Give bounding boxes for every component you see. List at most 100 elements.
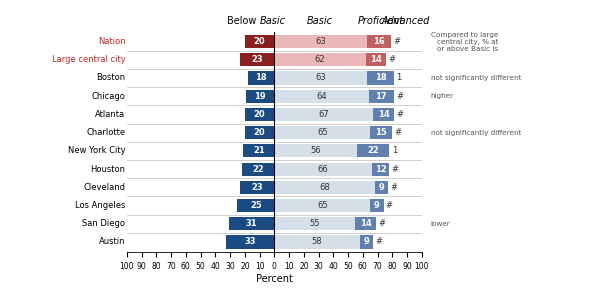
Bar xyxy=(229,217,274,230)
Text: New York City: New York City xyxy=(68,146,125,155)
Bar xyxy=(373,108,394,121)
Text: 23: 23 xyxy=(251,55,263,64)
Text: Los Angeles: Los Angeles xyxy=(75,201,125,210)
Text: 14: 14 xyxy=(360,219,372,228)
Text: 16: 16 xyxy=(373,37,385,46)
Text: 55: 55 xyxy=(310,219,320,228)
Text: 21: 21 xyxy=(253,146,265,155)
Bar xyxy=(372,163,389,176)
Bar xyxy=(274,53,366,66)
Bar xyxy=(248,71,274,85)
Bar xyxy=(274,108,373,121)
Text: Compared to large
central city, % at
or above Basic is: Compared to large central city, % at or … xyxy=(431,32,498,52)
Text: 22: 22 xyxy=(368,146,379,155)
Text: 12: 12 xyxy=(375,165,386,174)
Text: 66: 66 xyxy=(317,165,329,174)
Bar xyxy=(360,236,373,248)
X-axis label: Percent: Percent xyxy=(256,274,293,284)
Text: not significantly different: not significantly different xyxy=(431,75,521,81)
Bar xyxy=(274,236,360,248)
Text: 1: 1 xyxy=(392,146,397,155)
Bar xyxy=(241,53,274,66)
Bar xyxy=(357,144,389,158)
Text: 62: 62 xyxy=(314,55,326,64)
Text: 25: 25 xyxy=(250,201,262,210)
Text: 18: 18 xyxy=(255,74,267,82)
Text: #: # xyxy=(389,55,396,64)
Bar xyxy=(245,126,274,139)
Bar xyxy=(274,144,357,158)
Bar xyxy=(245,108,274,121)
Text: 31: 31 xyxy=(245,219,257,228)
Text: 9: 9 xyxy=(374,201,380,210)
Text: Cleveland: Cleveland xyxy=(83,183,125,192)
Bar xyxy=(237,199,274,212)
Text: #: # xyxy=(396,110,403,119)
Text: #: # xyxy=(386,201,393,210)
Text: Austin: Austin xyxy=(99,238,125,247)
Text: #: # xyxy=(393,37,400,46)
Text: 56: 56 xyxy=(310,146,321,155)
Text: Large central city: Large central city xyxy=(52,55,125,64)
Text: Proficient: Proficient xyxy=(358,16,404,26)
Text: Advanced: Advanced xyxy=(382,16,430,26)
Text: Chicago: Chicago xyxy=(91,92,125,101)
Text: 15: 15 xyxy=(375,128,387,137)
Text: Below: Below xyxy=(227,16,260,26)
Bar xyxy=(375,181,388,194)
Text: San Diego: San Diego xyxy=(83,219,125,228)
Text: 20: 20 xyxy=(254,128,266,137)
Bar xyxy=(274,90,369,103)
Bar xyxy=(274,217,355,230)
Bar xyxy=(367,71,394,85)
Bar xyxy=(274,35,367,48)
Text: 20: 20 xyxy=(254,110,266,119)
Bar xyxy=(371,126,392,139)
Bar xyxy=(274,163,372,176)
Text: lower: lower xyxy=(431,221,450,227)
Text: Atlanta: Atlanta xyxy=(95,110,125,119)
Text: not significantly different: not significantly different xyxy=(431,130,521,136)
Bar xyxy=(274,126,371,139)
Text: Boston: Boston xyxy=(96,74,125,82)
Bar xyxy=(355,217,376,230)
Text: higher: higher xyxy=(431,93,454,99)
Text: 14: 14 xyxy=(378,110,389,119)
Text: 9: 9 xyxy=(378,183,384,192)
Text: Charlotte: Charlotte xyxy=(86,128,125,137)
Text: 65: 65 xyxy=(317,201,327,210)
Text: #: # xyxy=(390,183,397,192)
Bar xyxy=(369,90,394,103)
Text: #: # xyxy=(395,128,402,137)
Text: 14: 14 xyxy=(371,55,382,64)
Bar xyxy=(242,163,274,176)
Bar xyxy=(247,90,274,103)
Text: 68: 68 xyxy=(319,183,330,192)
Text: Basic: Basic xyxy=(307,16,333,26)
Bar xyxy=(366,53,386,66)
Bar xyxy=(225,236,274,248)
Text: 18: 18 xyxy=(375,74,386,82)
Bar xyxy=(274,71,367,85)
Text: 22: 22 xyxy=(253,165,264,174)
Text: 23: 23 xyxy=(251,183,263,192)
Text: #: # xyxy=(392,165,399,174)
Bar xyxy=(367,35,391,48)
Text: 33: 33 xyxy=(244,238,255,247)
Text: 64: 64 xyxy=(316,92,327,101)
Text: 9: 9 xyxy=(363,238,369,247)
Text: 17: 17 xyxy=(375,92,387,101)
Bar xyxy=(244,144,274,158)
Bar xyxy=(274,181,375,194)
Text: Houston: Houston xyxy=(90,165,125,174)
Text: 63: 63 xyxy=(316,37,326,46)
Bar xyxy=(274,199,371,212)
Bar xyxy=(371,199,384,212)
Text: 1: 1 xyxy=(396,74,401,82)
Text: 58: 58 xyxy=(312,238,323,247)
Text: #: # xyxy=(378,219,385,228)
Bar xyxy=(241,181,274,194)
Text: 63: 63 xyxy=(316,74,326,82)
Text: Nation: Nation xyxy=(98,37,125,46)
Text: 67: 67 xyxy=(319,110,329,119)
